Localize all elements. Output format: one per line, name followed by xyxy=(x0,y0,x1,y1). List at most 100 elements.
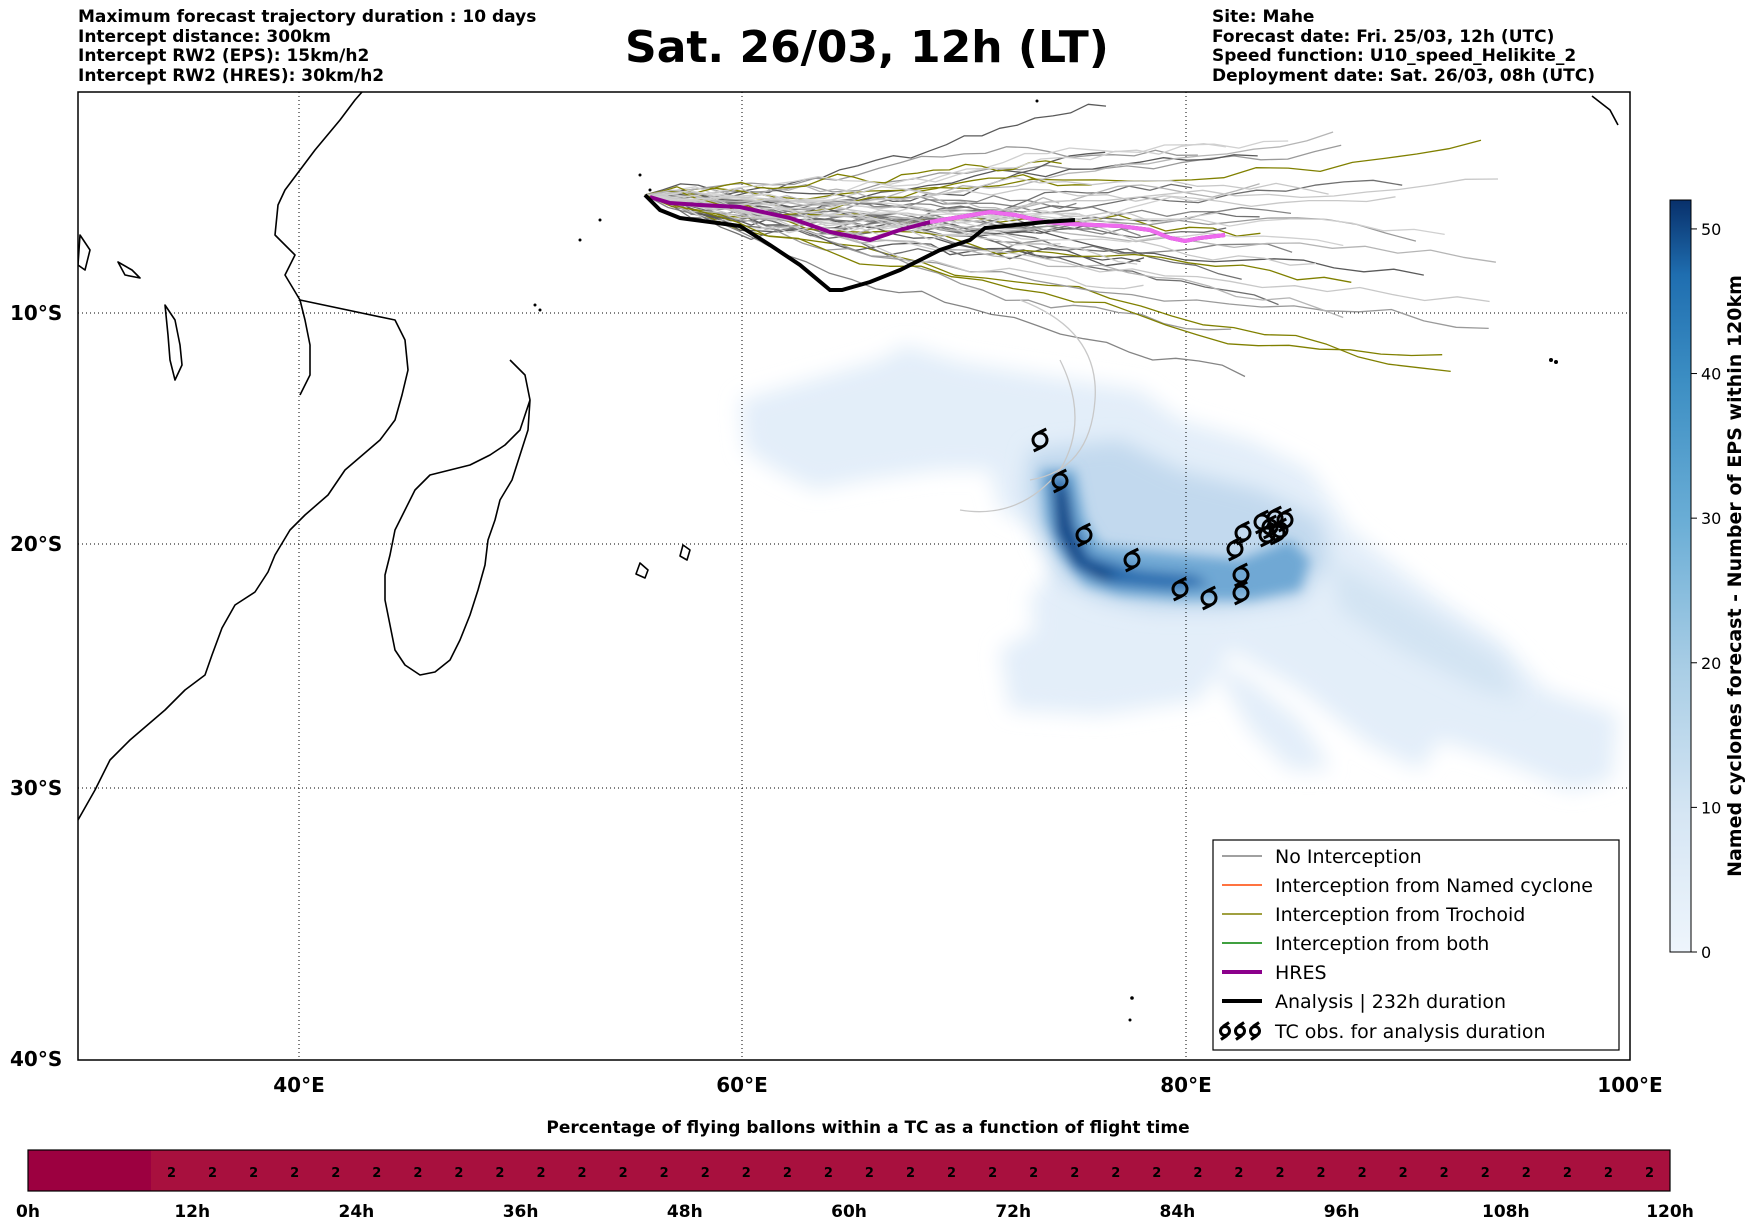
colorbar: 0 10 20 30 40 50 Named cyclones forecast - Nu… xyxy=(1669,199,1746,962)
lon-label-40e: 40°E xyxy=(273,1073,325,1097)
tc-symbol xyxy=(1075,522,1093,548)
island-seychelles-2 xyxy=(648,188,652,192)
tc-arm-top xyxy=(1037,427,1047,435)
tc-arm-top xyxy=(1240,520,1250,528)
eps-track xyxy=(644,194,1279,306)
flight-time-cell-value: 2 xyxy=(290,1166,299,1181)
flight-time-cell xyxy=(1013,1150,1055,1191)
island-maldives xyxy=(1035,99,1039,103)
legend-label-trochoid: Interception from Trochoid xyxy=(1275,904,1525,926)
flight-time-cell xyxy=(1341,1150,1384,1191)
flight-time-cell-value: 2 xyxy=(454,1166,463,1181)
map-frame xyxy=(77,91,1631,1061)
info-intercept-hres: Intercept RW2 (HRES): 30km/h2 xyxy=(78,65,385,86)
density-level-4 xyxy=(1050,475,1210,590)
tc-symbol xyxy=(1051,468,1069,494)
info-deployment-date: Deployment date: Sat. 26/03, 08h (UTC) xyxy=(1212,65,1596,86)
legend-label-no-interception: No Interception xyxy=(1275,846,1422,868)
tc-arm-bottom xyxy=(1125,565,1135,573)
tc-arm-top xyxy=(1238,580,1248,588)
flight-time-cell-value: 2 xyxy=(619,1166,628,1181)
info-max-duration: Maximum forecast trajectory duration : 1… xyxy=(78,7,537,27)
eps-track xyxy=(644,194,1344,247)
lon-label-60e: 60°E xyxy=(716,1073,768,1097)
colorbar-tick-label: 0 xyxy=(1701,943,1711,962)
flight-time-cell-value: 2 xyxy=(824,1166,833,1181)
tc-arm-bottom xyxy=(1220,1034,1228,1041)
coast-sri-lanka xyxy=(1591,95,1619,126)
lon-label-80e: 80°E xyxy=(1160,1073,1212,1097)
flight-time-title: Percentage of flying ballons within a TC… xyxy=(546,1118,1189,1138)
flight-time-label: 120h xyxy=(1646,1202,1694,1222)
tc-arm-bottom xyxy=(1260,540,1270,548)
density-level-2b xyxy=(1330,560,1520,700)
eps-track xyxy=(644,154,1258,200)
flight-time-cell-value: 2 xyxy=(1358,1166,1367,1181)
flight-time-cell-value: 2 xyxy=(660,1166,669,1181)
tc-arm-top xyxy=(1222,1021,1230,1028)
flight-time-cell xyxy=(766,1150,809,1191)
eps-track xyxy=(644,140,1289,199)
island-cocos-1 xyxy=(1549,358,1553,362)
tc-arm-top xyxy=(1282,507,1292,515)
flight-time-cell-value: 2 xyxy=(1070,1166,1079,1181)
flight-time-cell xyxy=(274,1150,316,1191)
tc-observations xyxy=(1031,427,1294,611)
flight-time-cells: 2 2 2 2 2 2 2 2 2 2 2 2 2 2 2 2 2 2 2 2 2 2 2 2 2 2 2 2 2 2 2 2 2 2 2 2 2 xyxy=(28,1150,1671,1191)
tc-symbol xyxy=(1234,520,1252,546)
flight-time-cell-value: 2 xyxy=(495,1166,504,1181)
tc-symbol xyxy=(1232,580,1250,606)
island-chagos-2 xyxy=(538,308,542,312)
legend-label-hres: HRES xyxy=(1275,962,1327,984)
tc-symbol xyxy=(1031,427,1049,453)
flight-time-cell xyxy=(931,1150,973,1191)
tc-arm-bottom xyxy=(1033,445,1043,453)
eps-track xyxy=(644,194,1246,378)
legend-label-tc-obs: TC obs. for analysis duration xyxy=(1274,1021,1546,1043)
tc-arm-top xyxy=(1081,522,1091,530)
info-intercept-eps: Intercept RW2 (EPS): 15km/h2 xyxy=(78,46,370,66)
flight-time-cell xyxy=(889,1150,932,1191)
colorbar-scale xyxy=(1669,199,1692,953)
coast-reunion xyxy=(635,562,649,579)
tc-arm-bottom xyxy=(1234,598,1244,606)
analysis-track xyxy=(643,193,1076,292)
info-forecast-date: Forecast date: Fri. 25/03, 12h (UTC) xyxy=(1212,26,1555,47)
flight-time-cell xyxy=(972,1150,1014,1191)
tc-arm-top xyxy=(1259,509,1269,517)
page-title: Sat. 26/03, 12h (LT) xyxy=(625,22,1109,73)
flight-time-label: 24h xyxy=(339,1202,375,1222)
flight-time-panel: Percentage of flying ballons within a TC… xyxy=(16,1118,1694,1222)
density-level-1b xyxy=(1210,660,1330,770)
info-speed-function: Speed function: U10_speed_Helikite_2 xyxy=(1212,46,1577,66)
flight-time-cell-value: 2 xyxy=(536,1166,545,1181)
flight-time-cell xyxy=(397,1150,439,1191)
flight-time-cell xyxy=(1423,1150,1466,1191)
legend-box xyxy=(1212,839,1620,1051)
tc-arm-bottom xyxy=(1235,1034,1243,1041)
flight-time-label: 96h xyxy=(1324,1202,1360,1222)
flight-time-label: 84h xyxy=(1160,1202,1196,1222)
flight-time-label: 36h xyxy=(503,1202,539,1222)
coast-mauritius xyxy=(679,544,691,561)
graticule xyxy=(78,92,1630,1060)
coast-mozambique xyxy=(299,299,311,396)
flight-time-cell-value: 2 xyxy=(331,1166,340,1181)
flight-time-cell xyxy=(602,1150,645,1191)
flight-time-cell xyxy=(807,1150,850,1191)
tc-symbol xyxy=(1234,1021,1246,1041)
tc-arm-top xyxy=(1129,547,1139,555)
flight-time-cell-value: 2 xyxy=(865,1166,874,1181)
tc-symbol xyxy=(1232,562,1250,588)
coast-lake-malawi xyxy=(164,304,183,381)
flight-time-cell-value: 2 xyxy=(1317,1166,1326,1181)
lon-label-100e: 100°E xyxy=(1597,1073,1662,1097)
eps-track xyxy=(644,194,1443,357)
eps-track xyxy=(644,194,1344,319)
tc-symbol xyxy=(1200,585,1218,611)
tc-arm-bottom xyxy=(1270,538,1280,546)
flight-time-cell-value: 2 xyxy=(1563,1166,1572,1181)
legend-label-both: Interception from both xyxy=(1275,933,1489,955)
coastlines xyxy=(78,92,1619,821)
